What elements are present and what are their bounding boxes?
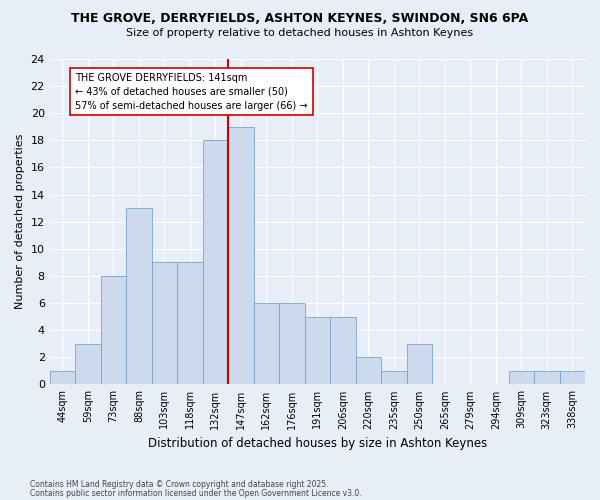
Bar — [177, 262, 203, 384]
Text: Contains HM Land Registry data © Crown copyright and database right 2025.: Contains HM Land Registry data © Crown c… — [30, 480, 329, 489]
Bar — [407, 344, 432, 385]
Bar — [534, 371, 560, 384]
Text: Size of property relative to detached houses in Ashton Keynes: Size of property relative to detached ho… — [127, 28, 473, 38]
Bar — [228, 127, 254, 384]
Bar — [75, 344, 101, 385]
Bar — [126, 208, 152, 384]
Bar — [50, 371, 75, 384]
Bar — [330, 316, 356, 384]
Bar — [381, 371, 407, 384]
Bar — [305, 316, 330, 384]
Text: THE GROVE, DERRYFIELDS, ASHTON KEYNES, SWINDON, SN6 6PA: THE GROVE, DERRYFIELDS, ASHTON KEYNES, S… — [71, 12, 529, 26]
X-axis label: Distribution of detached houses by size in Ashton Keynes: Distribution of detached houses by size … — [148, 437, 487, 450]
Bar — [279, 303, 305, 384]
Text: THE GROVE DERRYFIELDS: 141sqm
← 43% of detached houses are smaller (50)
57% of s: THE GROVE DERRYFIELDS: 141sqm ← 43% of d… — [75, 72, 308, 110]
Bar — [356, 358, 381, 384]
Y-axis label: Number of detached properties: Number of detached properties — [15, 134, 25, 310]
Bar — [509, 371, 534, 384]
Bar — [101, 276, 126, 384]
Bar — [203, 140, 228, 384]
Bar — [560, 371, 585, 384]
Bar — [152, 262, 177, 384]
Bar — [254, 303, 279, 384]
Text: Contains public sector information licensed under the Open Government Licence v3: Contains public sector information licen… — [30, 488, 362, 498]
